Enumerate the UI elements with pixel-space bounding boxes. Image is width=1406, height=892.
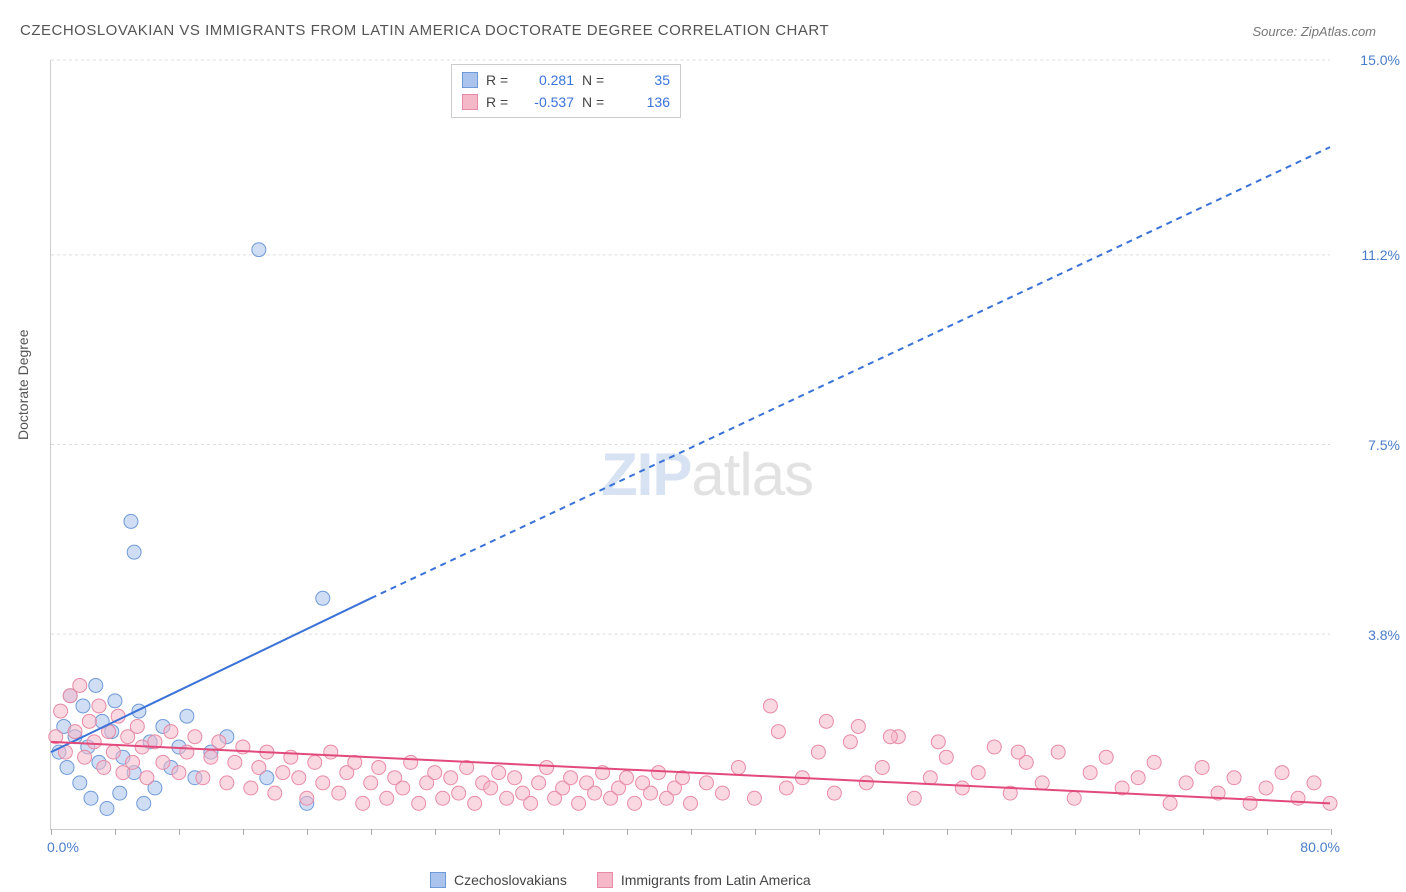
x-tick (947, 829, 948, 835)
x-tick (563, 829, 564, 835)
x-tick (307, 829, 308, 835)
x-axis-end-label: 80.0% (1300, 839, 1340, 855)
y-tick-label: 11.2% (1340, 247, 1400, 263)
x-tick (1267, 829, 1268, 835)
stats-box: R = 0.281 N = 35 R = -0.537 N = 136 (451, 64, 681, 118)
swatch-series-2 (462, 94, 478, 110)
x-axis-start-label: 0.0% (47, 839, 79, 855)
x-tick (883, 829, 884, 835)
x-tick (1331, 829, 1332, 835)
x-tick (755, 829, 756, 835)
plot-area: ZIPatlas 3.8%7.5%11.2%15.0% 0.0% 80.0% R… (50, 60, 1330, 830)
swatch-series-1 (462, 72, 478, 88)
x-tick (243, 829, 244, 835)
chart-svg (51, 60, 1330, 829)
y-tick-label: 15.0% (1340, 52, 1400, 68)
y-tick-label: 3.8% (1340, 627, 1400, 643)
x-tick (499, 829, 500, 835)
x-tick (691, 829, 692, 835)
legend-swatch-series-1 (430, 872, 446, 888)
legend-item-series-1: Czechoslovakians (430, 872, 567, 888)
x-tick (1075, 829, 1076, 835)
legend-swatch-series-2 (597, 872, 613, 888)
stats-row-series-1: R = 0.281 N = 35 (462, 69, 670, 91)
legend: Czechoslovakians Immigrants from Latin A… (430, 872, 811, 888)
n-value-series-1: 35 (618, 69, 670, 91)
x-tick (819, 829, 820, 835)
r-value-series-1: 0.281 (522, 69, 574, 91)
y-axis-label: Doctorate Degree (15, 329, 31, 440)
x-tick (1203, 829, 1204, 835)
source-attribution: Source: ZipAtlas.com (1252, 24, 1376, 39)
r-label: R = (486, 91, 514, 113)
y-tick-label: 7.5% (1340, 437, 1400, 453)
r-value-series-2: -0.537 (522, 91, 574, 113)
x-tick (51, 829, 52, 835)
legend-label-series-1: Czechoslovakians (454, 872, 567, 888)
x-tick (115, 829, 116, 835)
x-tick (1139, 829, 1140, 835)
legend-item-series-2: Immigrants from Latin America (597, 872, 811, 888)
x-tick (1011, 829, 1012, 835)
chart-title: CZECHOSLOVAKIAN VS IMMIGRANTS FROM LATIN… (20, 22, 829, 39)
n-label: N = (582, 69, 610, 91)
n-label: N = (582, 91, 610, 113)
legend-label-series-2: Immigrants from Latin America (621, 872, 811, 888)
stats-row-series-2: R = -0.537 N = 136 (462, 91, 670, 113)
n-value-series-2: 136 (618, 91, 670, 113)
x-tick (627, 829, 628, 835)
x-tick (371, 829, 372, 835)
x-tick (179, 829, 180, 835)
x-tick (435, 829, 436, 835)
r-label: R = (486, 69, 514, 91)
